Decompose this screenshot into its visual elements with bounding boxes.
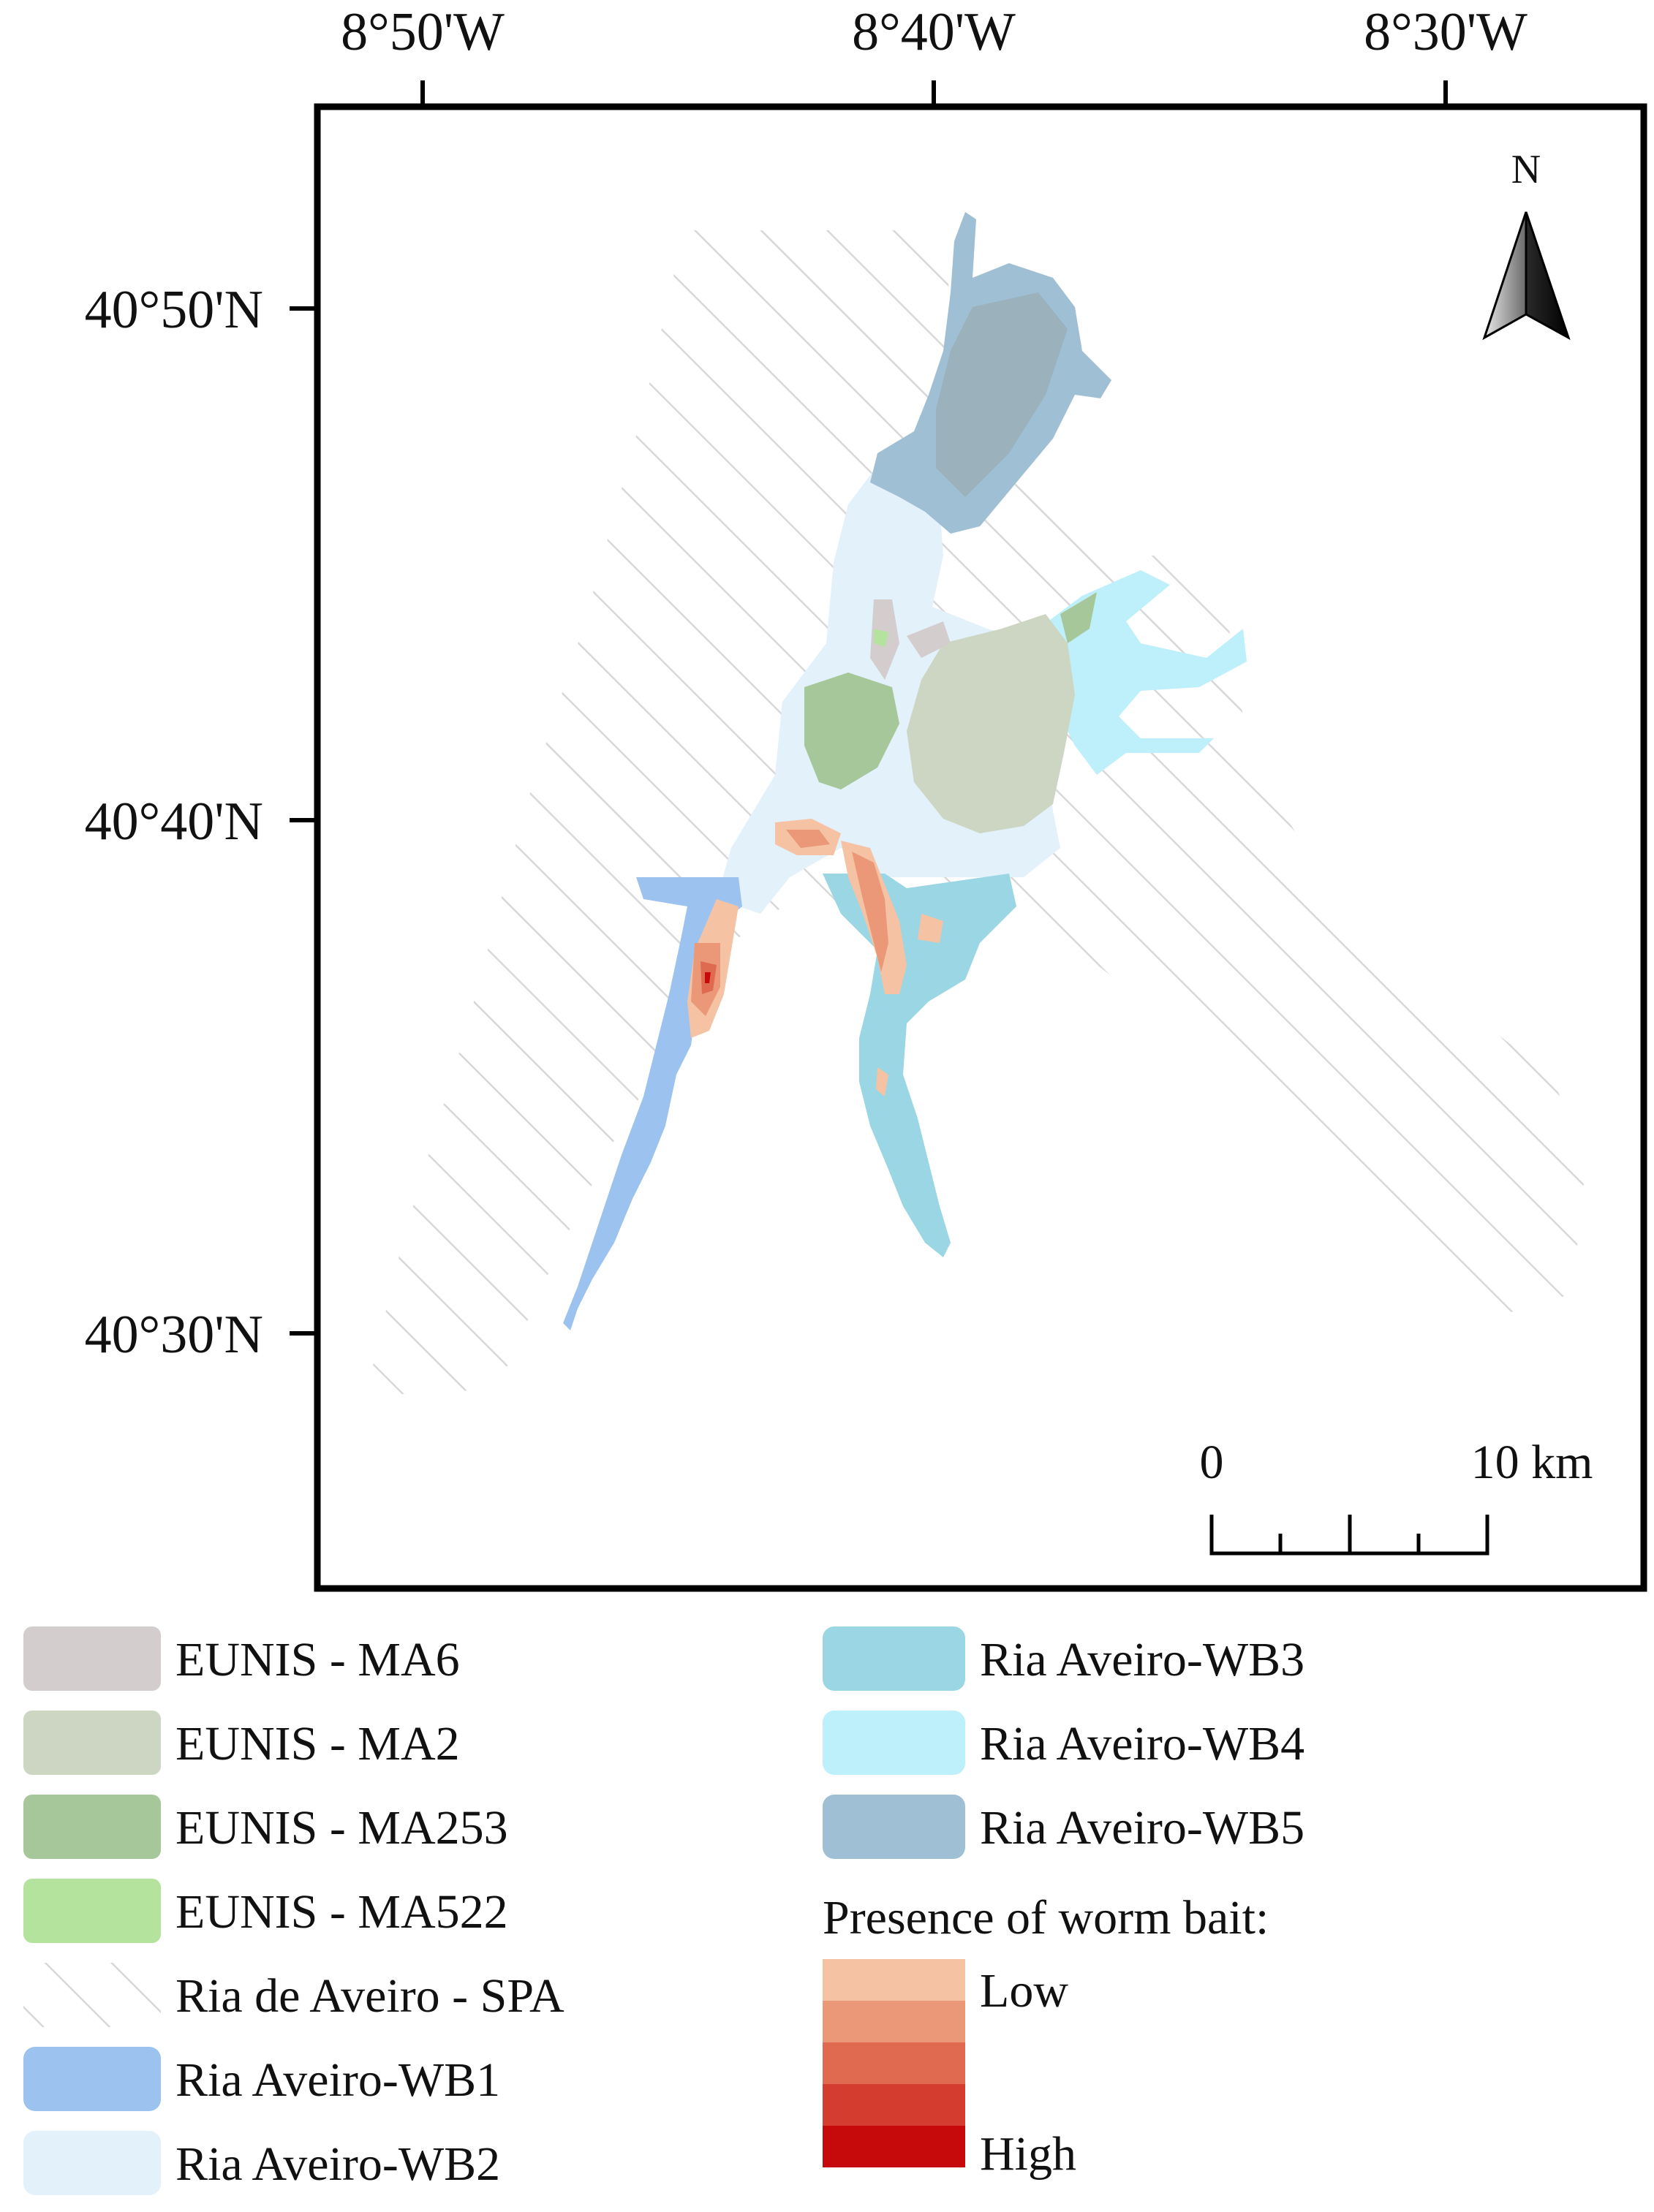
bait-area-high	[705, 972, 711, 983]
north-arrow-icon-left	[1482, 211, 1528, 341]
longitude-axis: 8°50'W 8°40'W 8°30'W	[341, 2, 1528, 107]
legend-swatch-ma6	[23, 1626, 161, 1691]
legend-swatch-spa	[23, 1963, 161, 2027]
map-area	[366, 212, 1587, 1396]
bait-area-mid-1	[786, 830, 830, 848]
lat-label-2: 40°40'N	[85, 792, 263, 852]
legend-bait-low-label: Low	[980, 1964, 1068, 2018]
wb5-grey-patch	[936, 292, 1068, 497]
lon-label-1: 8°50'W	[341, 2, 505, 62]
legend-swatch-ma253	[23, 1795, 161, 1859]
legend-swatch-wb1	[23, 2047, 161, 2111]
legend-swatch-ma522	[23, 1879, 161, 1943]
legend-label-ma522: EUNIS - MA522	[175, 1885, 508, 1939]
eunis-ma6-area-3	[907, 621, 951, 658]
legend-swatch-wb4	[823, 1711, 965, 1775]
bait-area-low-4	[918, 914, 943, 943]
legend-label-wb2: Ria Aveiro-WB2	[175, 2137, 500, 2191]
bait-area-mid-2	[852, 852, 888, 972]
legend-label-wb1: Ria Aveiro-WB1	[175, 2053, 500, 2107]
legend-left: EUNIS - MA6 EUNIS - MA2 EUNIS - MA253 EU…	[23, 1626, 564, 2195]
bait-area-low-5	[876, 1067, 888, 1096]
eunis-ma253-area-2	[1060, 592, 1097, 643]
legend-swatch-ma2	[23, 1711, 161, 1775]
legend-label-ma253: EUNIS - MA253	[175, 1801, 508, 1855]
lat-label-1: 40°50'N	[85, 280, 263, 340]
scale-bar: 0 10 km	[1200, 1436, 1593, 1556]
north-arrow-icon-right	[1525, 211, 1571, 341]
legend-label-spa: Ria de Aveiro - SPA	[175, 1969, 564, 2023]
legend-label-wb5: Ria Aveiro-WB5	[980, 1801, 1304, 1855]
legend-bait-swatch-high	[823, 2126, 965, 2167]
legend-bait-swatch-2	[823, 2001, 965, 2042]
lat-label-3: 40°30'N	[85, 1305, 263, 1365]
legend-bait-high-label: High	[980, 2127, 1076, 2181]
legend-bait-swatch-3	[823, 2042, 965, 2084]
legend-swatch-wb2	[23, 2131, 161, 2195]
north-arrow: N	[1482, 147, 1571, 341]
legend-bait-title: Presence of worm bait:	[823, 1891, 1269, 1944]
legend-label-wb4: Ria Aveiro-WB4	[980, 1717, 1304, 1770]
scale-bar-start-label: 0	[1200, 1436, 1224, 1489]
legend-bait-swatch-4	[823, 2084, 965, 2126]
eunis-ma522-area	[874, 629, 888, 647]
lon-label-3: 8°30'W	[1364, 2, 1528, 62]
scale-bar-end-label: 10 km	[1471, 1436, 1593, 1489]
legend-label-ma6: EUNIS - MA6	[175, 1633, 460, 1686]
legend-label-wb3: Ria Aveiro-WB3	[980, 1633, 1304, 1686]
legend-bait-swatch-low	[823, 1959, 965, 2001]
eunis-ma2-area	[907, 614, 1075, 833]
lon-label-2: 8°40'W	[852, 2, 1016, 62]
legend-swatch-wb3	[823, 1626, 965, 1691]
legend-label-ma2: EUNIS - MA2	[175, 1717, 460, 1770]
scale-bar-line	[1209, 1515, 1489, 1556]
legend-right: Ria Aveiro-WB3 Ria Aveiro-WB4 Ria Aveiro…	[823, 1626, 1304, 2181]
water-body-wb3	[823, 874, 1016, 1257]
eunis-ma253-area	[804, 673, 899, 789]
legend-swatch-wb5	[823, 1795, 965, 1859]
map-frame	[314, 103, 1647, 1592]
latitude-axis: 40°50'N 40°40'N 40°30'N	[85, 280, 317, 1365]
north-arrow-label: N	[1511, 147, 1541, 192]
